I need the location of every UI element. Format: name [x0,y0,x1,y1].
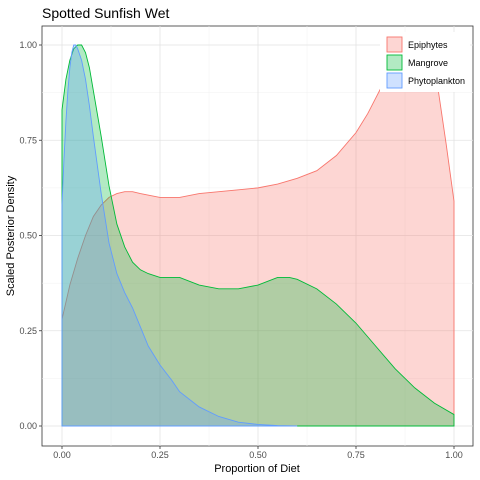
legend: Epiphytes Mangrove Phytoplankton [380,32,470,92]
density-areas [61,44,455,427]
grid-lines [42,26,473,446]
legend-key-bg-mangrove [386,54,403,71]
y-tick-label: 0.00 [19,421,37,431]
plot-panel [41,25,474,447]
y-tick-label: 0.50 [19,231,37,241]
y-axis-title: Scaled Posterior Density [5,175,17,296]
legend-label-epiphytes: Epiphytes [408,40,448,50]
x-tick-label: 1.00 [445,450,463,460]
x-tick-label: 0.50 [249,450,267,460]
legend-key-epiphytes [386,36,403,53]
legend-key-bg-epiphytes [386,36,403,53]
density-area-mangrove [61,44,455,427]
legend-label-mangrove: Mangrove [408,58,448,68]
x-tick-label: 0.75 [347,450,365,460]
x-tick-label: 0.25 [151,450,169,460]
x-axis-ticks: 0.00 0.25 0.50 0.75 1.00 [53,446,463,460]
legend-label-phytoplankton: Phytoplankton [408,76,465,86]
legend-key-mangrove [386,54,403,71]
x-tick-label: 0.00 [53,450,71,460]
x-axis-title: Proportion of Diet [214,463,300,475]
plot-panel-border [41,25,474,447]
legend-key-phytoplankton [386,72,403,89]
y-axis-ticks: 0.00 0.25 0.50 0.75 1.00 [19,40,42,431]
y-tick-label: 0.75 [19,135,37,145]
chart-title: Spotted Sunfish Wet [42,5,169,21]
y-tick-label: 1.00 [19,40,37,50]
y-tick-label: 0.25 [19,326,37,336]
density-area-phytoplankton [61,44,298,427]
legend-key-bg-phytoplankton [386,72,403,89]
